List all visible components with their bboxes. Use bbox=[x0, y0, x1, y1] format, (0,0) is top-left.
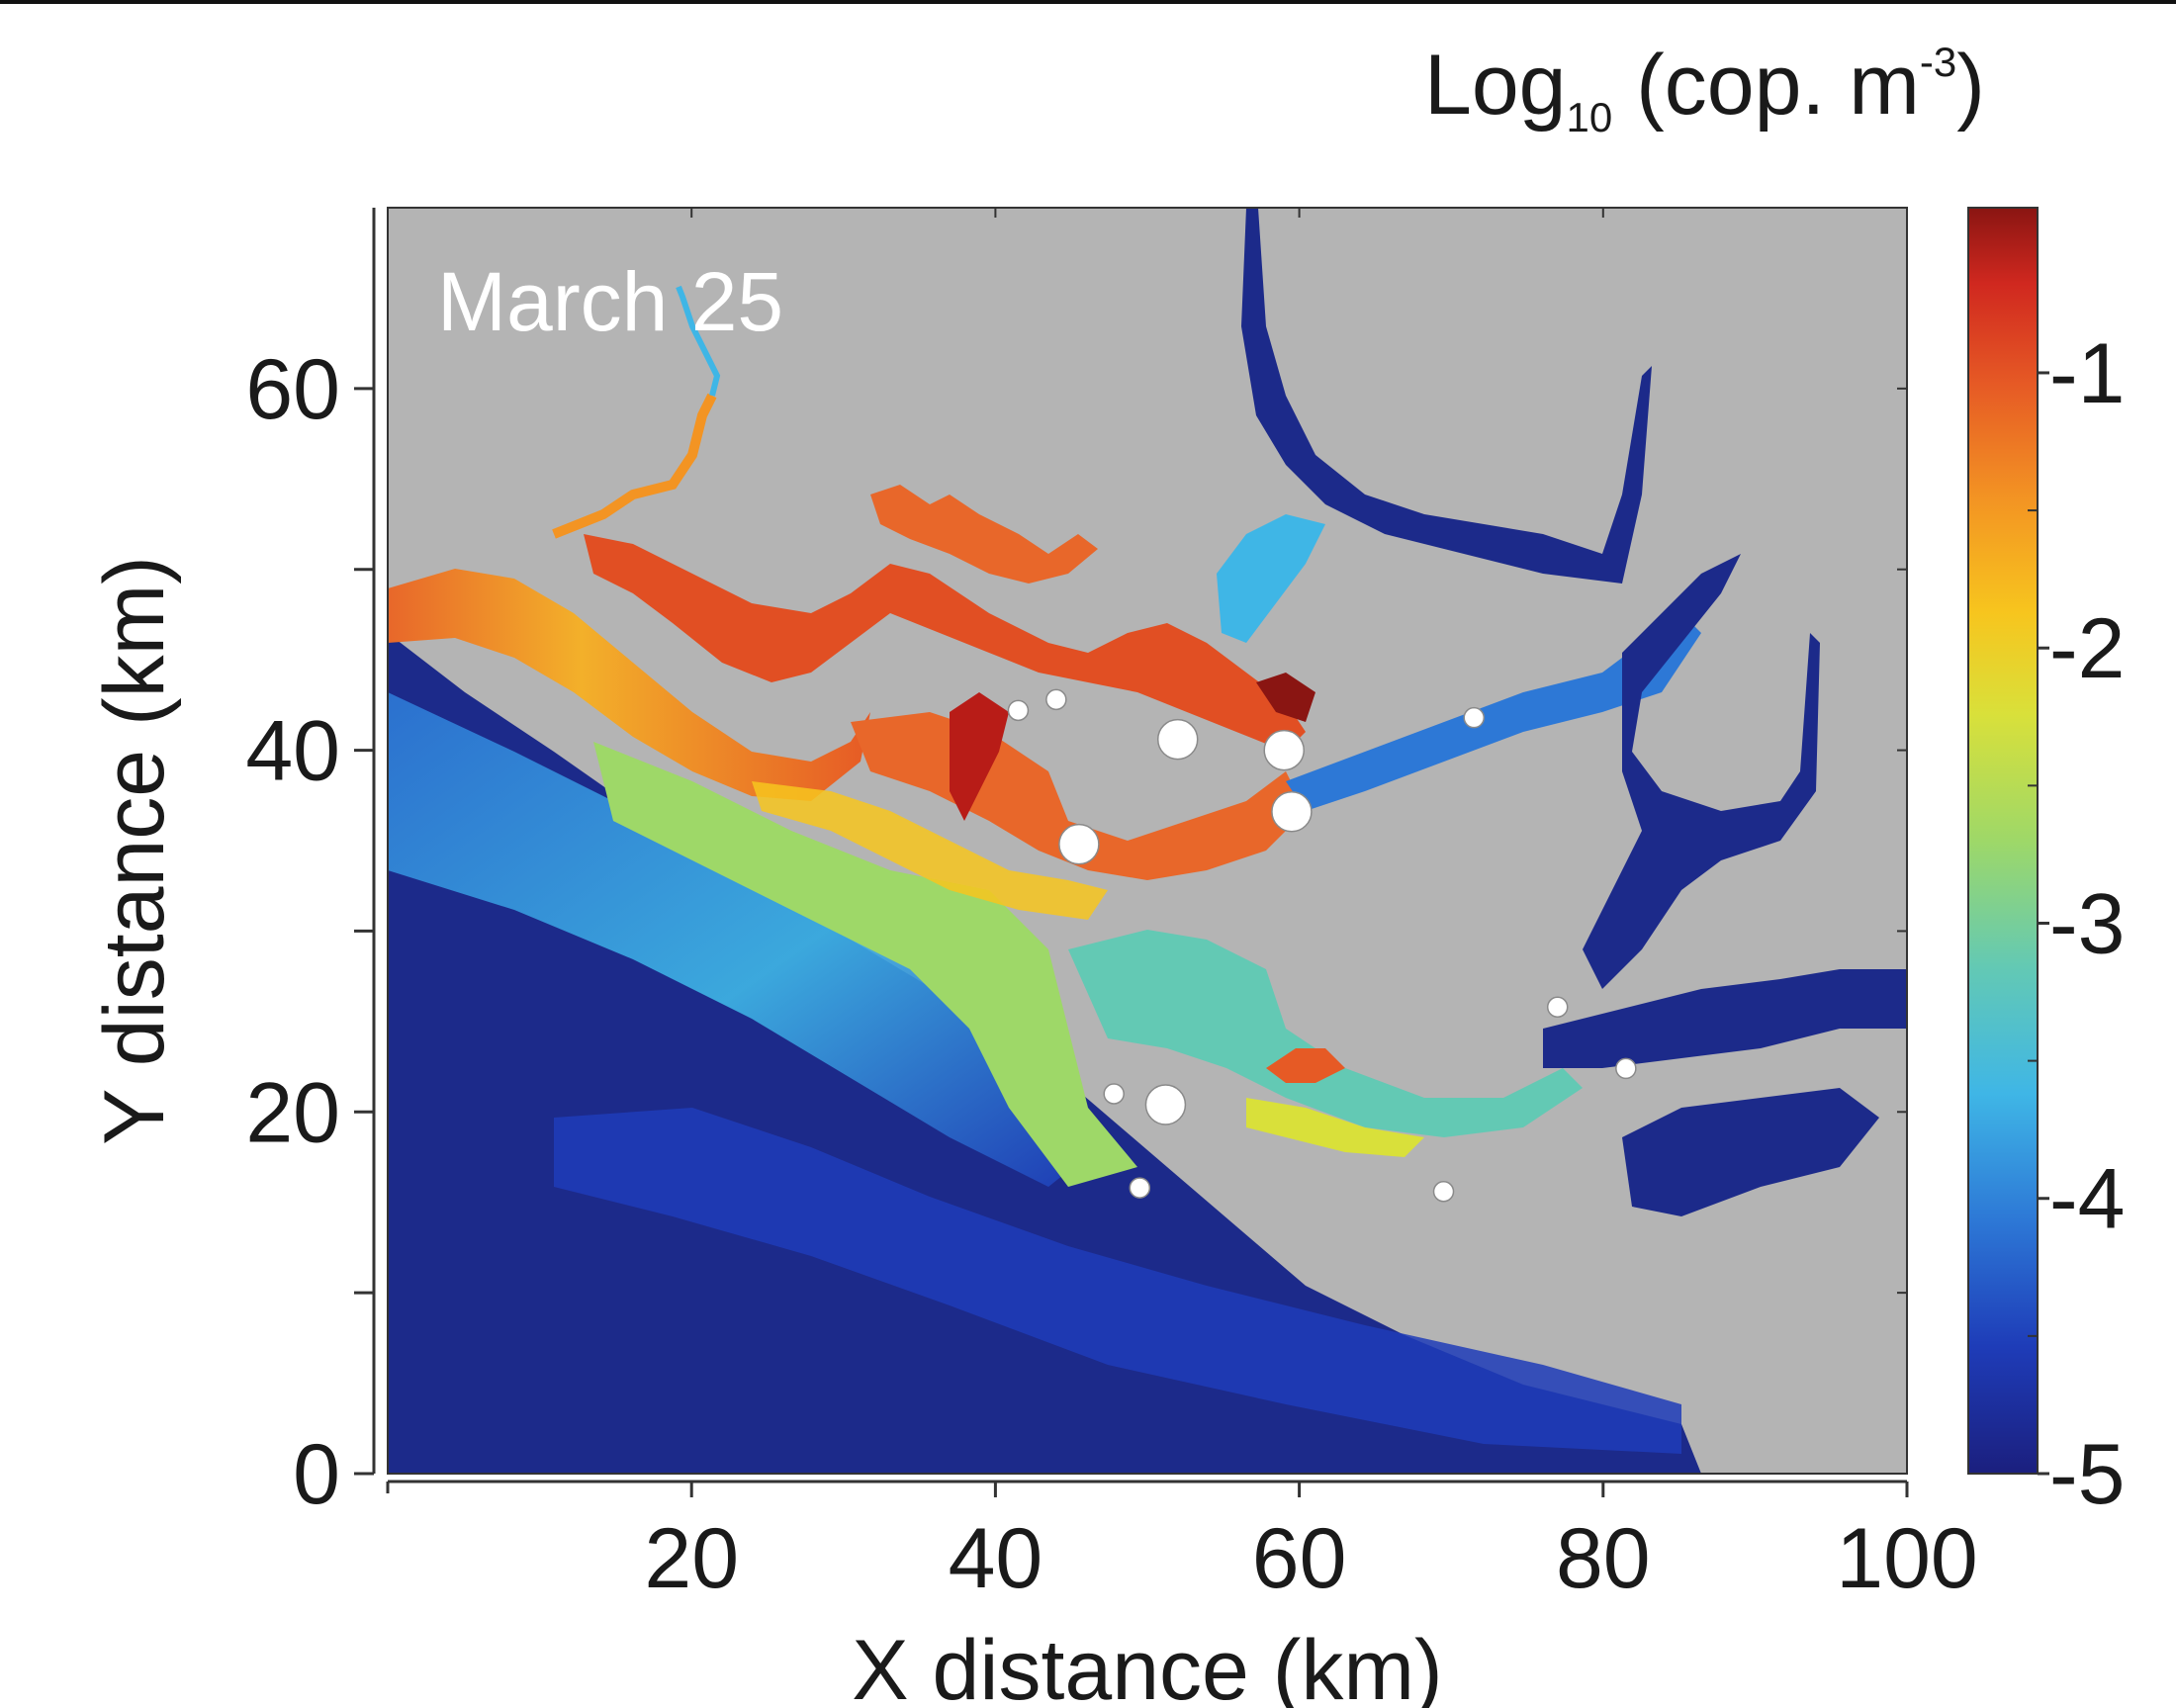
colorbar-title-sup: -3 bbox=[1920, 39, 1956, 85]
y-tick-label: 0 bbox=[293, 1427, 340, 1522]
northeast-river bbox=[1241, 208, 1652, 584]
colorbar-tick-label: -1 bbox=[2049, 326, 2125, 421]
station-marker bbox=[1463, 706, 1485, 729]
plot-frame bbox=[387, 207, 1908, 1475]
station-marker bbox=[1045, 688, 1067, 711]
colorbar-title-base: Log bbox=[1424, 38, 1567, 133]
northern-branch-upper bbox=[870, 485, 1098, 584]
central-channel-yellow bbox=[1246, 1098, 1424, 1157]
x-axis-label: X distance (km) bbox=[852, 1623, 1442, 1708]
y-tick-label: 20 bbox=[245, 1065, 340, 1160]
colorbar-title-end: ) bbox=[1956, 38, 1985, 133]
station-marker bbox=[1129, 1177, 1151, 1199]
colorbar-tick-label: -5 bbox=[2049, 1427, 2125, 1522]
inner-inlet-darkred bbox=[950, 692, 1009, 821]
station-marker bbox=[1271, 790, 1313, 833]
station-marker bbox=[1615, 1057, 1637, 1080]
x-tick-label: 80 bbox=[1556, 1511, 1651, 1606]
estuary-channel-yellow bbox=[752, 781, 1108, 920]
station-marker bbox=[1007, 699, 1030, 722]
station-markers bbox=[1007, 688, 1637, 1203]
colorbar-tick-label: -3 bbox=[2049, 876, 2125, 971]
station-marker bbox=[1156, 718, 1199, 761]
water-field bbox=[388, 208, 1907, 1474]
colorbar bbox=[1967, 207, 2039, 1475]
coastal-band bbox=[388, 569, 870, 801]
y-tick-label: 60 bbox=[245, 342, 340, 437]
east-channel-lower bbox=[1543, 969, 1907, 1068]
west-river-cyan bbox=[676, 285, 721, 397]
central-inlet-red bbox=[1266, 1048, 1345, 1083]
colorbar-title-mid: (cop. m bbox=[1612, 38, 1920, 133]
station-marker bbox=[1432, 1180, 1455, 1203]
x-tick-label: 100 bbox=[1836, 1511, 1978, 1606]
east-channel bbox=[1286, 613, 1701, 811]
station-marker bbox=[1103, 1083, 1125, 1105]
colorbar-title: Log10 (cop. m-3) bbox=[1424, 38, 1985, 140]
x-tick-label: 60 bbox=[1252, 1511, 1347, 1606]
offshore-water bbox=[388, 633, 1701, 1474]
colorbar-ticks: -1 -2 -3 -4 -5 bbox=[2028, 326, 2125, 1522]
top-border-rule bbox=[0, 0, 2176, 4]
colorbar-tick-label: -4 bbox=[2049, 1152, 2125, 1247]
y-axis: 0 20 40 60 bbox=[245, 208, 1907, 1522]
station-marker bbox=[1263, 729, 1305, 771]
y-axis-label: Y distance (km) bbox=[87, 556, 182, 1145]
shelf-water bbox=[388, 692, 1098, 1187]
east-fjord bbox=[1583, 554, 1820, 989]
west-river bbox=[552, 393, 717, 539]
station-marker bbox=[1144, 1084, 1187, 1125]
colorbar-title-sub: 10 bbox=[1567, 94, 1613, 140]
northeast-river-cyan bbox=[1217, 514, 1325, 643]
colorbar-tick-label: -2 bbox=[2049, 601, 2125, 696]
date-label: March 25 bbox=[437, 255, 783, 348]
x-tick-label: 40 bbox=[949, 1511, 1043, 1606]
estuary-plume-green bbox=[593, 742, 1137, 1187]
station-marker bbox=[1058, 823, 1100, 865]
station-marker bbox=[1546, 996, 1569, 1018]
south-east-channel bbox=[1622, 1088, 1879, 1216]
x-axis: 20 40 60 80 100 bbox=[386, 208, 1978, 1606]
inner-inlet-darkred-2 bbox=[1256, 673, 1315, 722]
y-tick-label: 40 bbox=[245, 704, 340, 799]
southern-channel bbox=[554, 1108, 1681, 1454]
northern-branch bbox=[584, 534, 1306, 752]
x-tick-label: 20 bbox=[644, 1511, 739, 1606]
central-channel bbox=[1068, 930, 1583, 1137]
